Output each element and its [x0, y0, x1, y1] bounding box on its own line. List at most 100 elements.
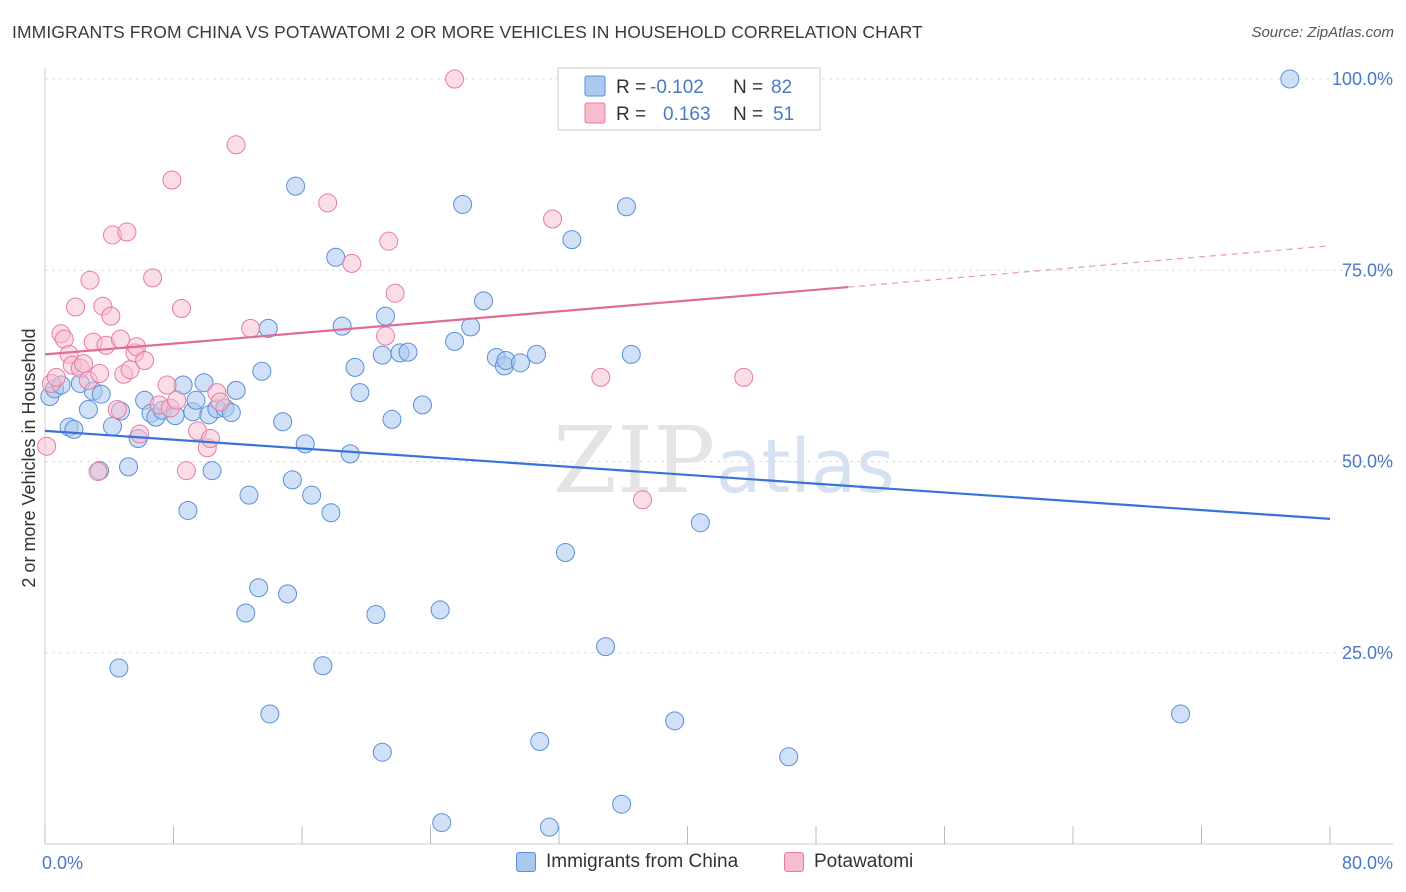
- potawatomi-point-49: [543, 209, 563, 229]
- china-point-33: [282, 470, 302, 490]
- potawatomi-point-20: [110, 329, 130, 349]
- legend-n-value-china: 82: [771, 77, 792, 98]
- china-point-37: [321, 503, 341, 523]
- china-point-77: [1171, 704, 1191, 724]
- x-tick-label-1: 80.0%: [1342, 853, 1393, 873]
- china-point-36: [302, 485, 322, 505]
- potawatomi-point-32: [162, 170, 182, 190]
- potawatomi-point-22: [117, 222, 137, 242]
- china-point-60: [616, 197, 636, 217]
- china-point-78: [432, 813, 452, 833]
- china-point-75: [665, 711, 685, 731]
- source-label: Source: ZipAtlas.com: [1251, 24, 1394, 41]
- potawatomi-point-11: [80, 270, 100, 290]
- china-point-9: [91, 384, 111, 404]
- y-tick-label-3: 100.0%: [1332, 69, 1393, 89]
- legend-swatch-potawatomi: [584, 102, 606, 124]
- axes: [44, 68, 1393, 845]
- china-point-39: [332, 316, 352, 336]
- x-tick-labels: 0.0% 80.0%: [42, 853, 1393, 873]
- potawatomi-point-30: [157, 375, 177, 395]
- china-point-65: [236, 603, 256, 623]
- y-tick-labels: 25.0% 50.0% 75.0% 100.0%: [1332, 69, 1393, 663]
- china-point-48: [412, 395, 432, 415]
- china-point-58: [555, 543, 575, 563]
- china-point-44: [376, 306, 396, 326]
- legend-r-label-potawatomi: R =: [616, 104, 646, 125]
- bottom-legend-label-china: Immigrants from China: [546, 851, 739, 872]
- potawatomi-point-43: [318, 193, 338, 213]
- china-point-81: [186, 390, 206, 410]
- china-point-80: [612, 794, 632, 814]
- china-point-62: [690, 513, 710, 533]
- legend-r-label-china: R =: [616, 77, 646, 98]
- china-point-57: [527, 344, 547, 364]
- potawatomi-point-9: [74, 354, 94, 374]
- x-tick-label-0: 0.0%: [42, 853, 83, 873]
- china-point-22: [194, 373, 214, 393]
- potawatomi-point-38: [200, 429, 220, 449]
- china-point-70: [366, 605, 386, 624]
- y-axis-label: 2 or more Vehicles in Household: [19, 328, 39, 587]
- potawatomi-point-46: [385, 283, 405, 303]
- bottom-legend: Immigrants from China Potawatomi: [0, 851, 1406, 879]
- potawatomi-point-44: [342, 253, 362, 273]
- potawatomi-point-42: [241, 318, 261, 338]
- potawatomi-point-33: [167, 390, 187, 410]
- potawatomi-trend-extension: [848, 245, 1331, 288]
- potawatomi-point-35: [176, 461, 196, 481]
- potawatomi-point-26: [130, 424, 150, 444]
- china-point-32: [273, 412, 293, 432]
- y-tick-label-0: 25.0%: [1342, 643, 1393, 663]
- potawatomi-point-45: [379, 231, 399, 251]
- china-point-12: [119, 457, 139, 477]
- y-tick-label-1: 50.0%: [1342, 452, 1393, 472]
- potawatomi-points: [37, 69, 754, 510]
- china-point-43: [372, 345, 392, 365]
- china-point-67: [260, 704, 280, 724]
- china-point-79: [539, 817, 559, 837]
- china-point-76: [779, 747, 799, 767]
- bottom-legend-potawatomi: Potawatomi: [784, 851, 913, 873]
- potawatomi-point-50: [591, 367, 611, 387]
- potawatomi-point-2: [46, 367, 66, 387]
- china-point-28: [226, 380, 246, 400]
- china-point-41: [345, 357, 365, 377]
- potawatomi-point-40: [210, 392, 230, 412]
- china-point-59: [562, 230, 582, 250]
- potawatomi-point-13: [88, 461, 108, 481]
- china-point-20: [178, 500, 198, 520]
- china-point-49: [445, 331, 465, 351]
- potawatomi-point-14: [90, 364, 110, 384]
- watermark-atlas: atlas: [716, 424, 895, 510]
- y-tick-label-2: 75.0%: [1342, 260, 1393, 280]
- watermark: ZIP atlas: [553, 407, 895, 514]
- china-point-45: [382, 409, 402, 429]
- bottom-legend-swatch-potawatomi: [784, 852, 804, 872]
- china-point-4: [64, 419, 84, 439]
- bottom-legend-china: Immigrants from China: [516, 851, 738, 873]
- china-point-68: [278, 584, 298, 604]
- china-point-64: [109, 658, 129, 678]
- china-point-73: [530, 731, 550, 751]
- china-point-29: [239, 485, 259, 505]
- china-point-42: [350, 383, 370, 403]
- china-point-56: [510, 353, 530, 373]
- legend: R = -0.102 N = 82 R = 0.163 N = 51: [557, 67, 821, 131]
- china-point-6: [78, 399, 98, 419]
- china-point-24: [202, 461, 222, 481]
- potawatomi-point-7: [66, 297, 86, 317]
- china-point-63: [1280, 69, 1300, 89]
- bottom-legend-label-potawatomi: Potawatomi: [814, 851, 914, 872]
- china-point-66: [249, 578, 269, 598]
- potawatomi-point-47: [376, 326, 396, 346]
- china-point-47: [398, 342, 418, 362]
- china-point-51: [461, 317, 481, 337]
- china-point-30: [252, 361, 272, 381]
- legend-n-label-potawatomi: N =: [733, 104, 763, 125]
- china-point-72: [430, 600, 450, 620]
- potawatomi-point-48: [445, 69, 465, 89]
- china-point-40: [340, 444, 360, 464]
- potawatomi-point-28: [143, 268, 163, 288]
